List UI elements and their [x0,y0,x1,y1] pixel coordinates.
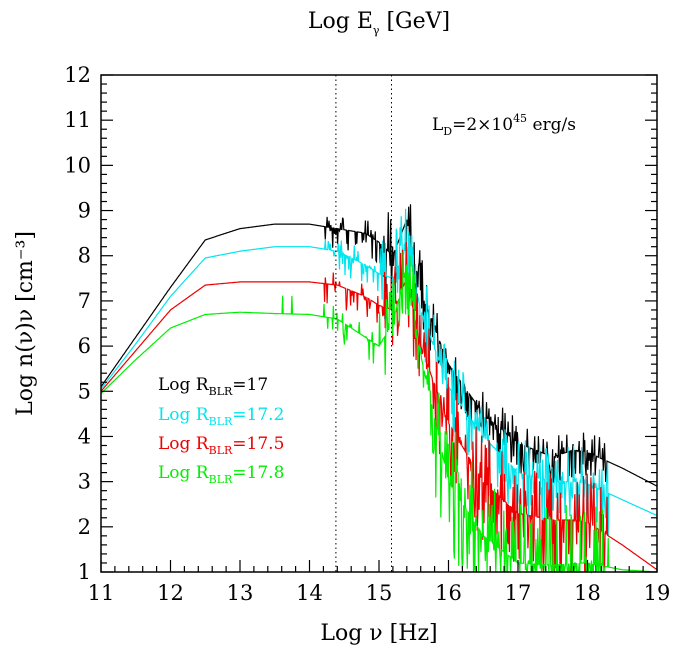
annotation-sup: 45 [513,112,527,125]
legend-entry-sub: BLR [209,473,233,486]
x-tick-label: 19 [644,581,671,605]
legend-entry-value: =17.5 [232,434,284,454]
series-line [100,208,658,536]
series-line [100,204,658,487]
top-axis-title-unit: [GeV] [379,9,450,34]
legend-entry-prefix: Log R [158,375,210,395]
legend-entry-value: =17.2 [232,405,284,425]
y-tick-label: 4 [78,424,91,448]
x-tick-label: 11 [88,581,115,605]
y-tick-label: 5 [78,379,91,403]
y-tick-label: 7 [78,289,91,313]
y-tick-label: 10 [64,153,91,177]
x-tick-label: 12 [157,581,184,605]
vertical-markers [335,75,393,572]
y-tick-label: 3 [78,470,91,494]
y-tick-label: 1 [78,560,91,584]
y-tick-label: 12 [64,63,91,87]
annotation-mid: =2×10 [452,115,513,135]
annotation-main: L [432,115,443,135]
legend-entry-value: =17 [232,375,268,395]
x-tick-label: 13 [227,581,254,605]
legend-entry: Log RBLR=17.8 [158,463,284,486]
annotation-tail: erg/s [527,115,576,135]
legend-entry: Log RBLR=17 [158,375,268,398]
x-tick-label: 14 [296,581,323,605]
legend-entry-prefix: Log R [158,405,210,425]
legend-entry-sub: BLR [209,415,233,428]
top-axis-title-sub: γ [373,24,380,37]
legend-entry-sub: BLR [209,385,233,398]
y-tick-label: 6 [78,334,91,358]
y-tick-label: 11 [64,108,91,132]
legend-entry: Log RBLR=17.5 [158,434,284,457]
top-axis-title: Log Eγ [GeV] [308,9,450,37]
y-tick-label: 8 [78,244,91,268]
legend-entry-sub: BLR [209,444,233,457]
legend-entry-prefix: Log R [158,463,210,483]
y-tick-label: 9 [78,199,91,223]
x-tick-label: 16 [435,581,462,605]
legend-entry: Log RBLR=17.2 [158,405,284,428]
legend-entry-value: =17.8 [232,463,284,483]
x-tick-label: 17 [505,581,532,605]
annotation-sub: D [443,125,452,138]
y-tick-label: 2 [78,515,91,539]
luminosity-annotation: LD=2×1045 erg/s [432,112,576,138]
tick-labels: 1112131415161718191234567891011126543210… [64,63,671,605]
top-axis-title-main: Log E [308,9,373,34]
axis-ticks [100,74,658,573]
series-line [100,242,658,573]
x-tick-label: 15 [366,581,393,605]
y-axis-title: Log n(ν)ν [cm⁻³] [13,231,38,416]
x-tick-label: 18 [574,581,601,605]
legend-entry-prefix: Log R [158,434,210,454]
x-axis-title: Log ν [Hz] [320,621,437,646]
